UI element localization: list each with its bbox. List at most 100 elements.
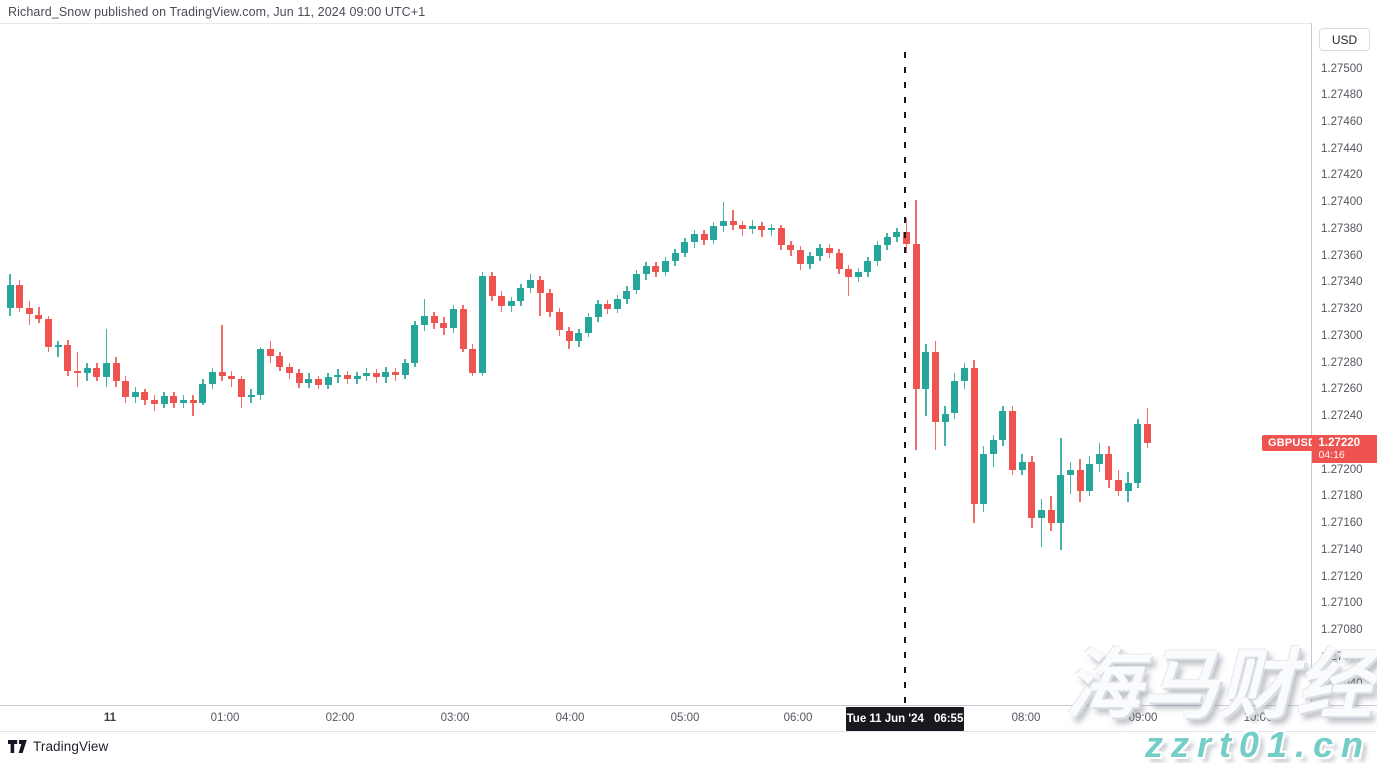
candle-body <box>700 234 708 240</box>
price-tick-label: 1.27320 <box>1321 303 1363 316</box>
candle-body <box>93 368 101 378</box>
candle-body <box>1047 509 1055 524</box>
candle-body <box>305 378 313 383</box>
candle-body <box>276 356 284 367</box>
tradingview-logo[interactable]: TradingView <box>8 739 108 754</box>
price-tick-label: 1.27060 <box>1321 650 1363 663</box>
candle-body <box>825 247 833 253</box>
candle-body <box>151 400 159 405</box>
candle-body <box>874 245 882 261</box>
candle-body <box>710 226 718 240</box>
chart-pane[interactable] <box>0 23 1311 728</box>
candle-body <box>671 253 679 261</box>
tradingview-logo-text: TradingView <box>33 739 109 754</box>
price-tick-label: 1.27040 <box>1321 677 1363 690</box>
candle-body <box>912 243 920 390</box>
price-tick-label: 1.27460 <box>1321 116 1363 128</box>
candle-body <box>604 303 612 310</box>
time-tick-label: 05:00 <box>670 712 700 724</box>
candle-body <box>160 396 168 405</box>
footer-bar: TradingView <box>0 731 1377 763</box>
candle-body <box>931 352 939 422</box>
candle-body <box>64 345 72 371</box>
candle-body <box>980 453 988 505</box>
candle-body <box>73 370 81 374</box>
price-tick-label: 1.27380 <box>1321 222 1363 235</box>
candle-body <box>324 377 332 386</box>
time-tick-label: 10:00 <box>1243 712 1273 724</box>
candle-body <box>681 242 689 253</box>
candle-body <box>45 318 53 347</box>
candle-body <box>478 275 486 374</box>
candle-body <box>652 266 660 272</box>
header-divider <box>0 23 1377 24</box>
candle-body <box>1009 410 1017 470</box>
price-tick-label: 1.27500 <box>1321 62 1363 75</box>
candle-body <box>421 315 429 326</box>
candle-body <box>392 372 400 375</box>
price-tick-label: 1.27140 <box>1321 543 1363 556</box>
candle-body <box>903 231 911 244</box>
candle-wick <box>394 368 397 382</box>
candle-body <box>893 231 901 237</box>
candle-body <box>247 394 255 398</box>
price-tick-label: 1.27200 <box>1321 463 1363 476</box>
candle-body <box>83 368 91 374</box>
candle-body <box>411 325 419 363</box>
currency-toggle-button[interactable]: USD <box>1319 28 1370 51</box>
candle-body <box>449 309 457 328</box>
price-tick-label: 1.27300 <box>1321 329 1363 342</box>
candle-body <box>102 362 110 378</box>
candle-body <box>459 309 467 350</box>
crosshair-vertical-line <box>904 52 907 728</box>
price-tick-label: 1.27080 <box>1321 624 1363 637</box>
candle-body <box>1115 480 1123 491</box>
candle-body <box>662 261 670 272</box>
time-tick-label: 04:00 <box>555 712 585 724</box>
candle-wick <box>230 370 233 387</box>
candle-body <box>430 315 438 323</box>
candle-body <box>35 314 43 319</box>
candle-body <box>189 400 197 403</box>
candle-body <box>199 384 207 403</box>
candle-body <box>1076 469 1084 491</box>
candle-body <box>353 376 361 379</box>
candle-body <box>527 279 535 288</box>
candle-wick <box>944 405 946 446</box>
candle-wick <box>221 325 223 382</box>
candle-body <box>1086 464 1094 491</box>
candle-body <box>1105 453 1113 481</box>
candle-body <box>343 374 351 379</box>
candle-body <box>498 295 506 307</box>
candle-wick <box>423 298 426 331</box>
candle-body <box>488 275 496 296</box>
price-axis[interactable]: USD 1.27500 1.27480 1.27460 1.27440 1.27420 1… <box>1311 23 1377 731</box>
candle-body <box>363 373 371 377</box>
candle-body <box>777 227 785 245</box>
crosshair-time-label: Tue 11 Jun '24 06:55 <box>846 707 964 731</box>
candle-body <box>758 226 766 231</box>
candle-body <box>999 410 1007 441</box>
candle-body <box>690 234 698 243</box>
candle-body <box>334 374 342 378</box>
candle-body <box>835 253 843 269</box>
candle-body <box>170 396 178 403</box>
candle-body <box>739 224 747 229</box>
candle-body <box>131 392 139 398</box>
candle-body <box>941 413 949 422</box>
candle-body <box>54 345 62 347</box>
time-axis[interactable]: Tue 11 Jun '24 06:55 11 01:00 02:00 03:00 04… <box>0 705 1377 732</box>
candle-body <box>382 372 390 378</box>
candle-body <box>6 285 14 308</box>
candle-wick <box>105 329 108 387</box>
price-tick-label: 1.27100 <box>1321 597 1363 610</box>
candle-body <box>218 372 226 376</box>
price-tick-label: 1.27400 <box>1321 196 1363 209</box>
candle-body <box>1066 469 1074 475</box>
candle-wick <box>57 341 59 358</box>
candle-body <box>401 362 409 375</box>
candle-body <box>536 279 544 294</box>
candle-wick <box>539 275 541 316</box>
candle-body <box>507 301 515 307</box>
